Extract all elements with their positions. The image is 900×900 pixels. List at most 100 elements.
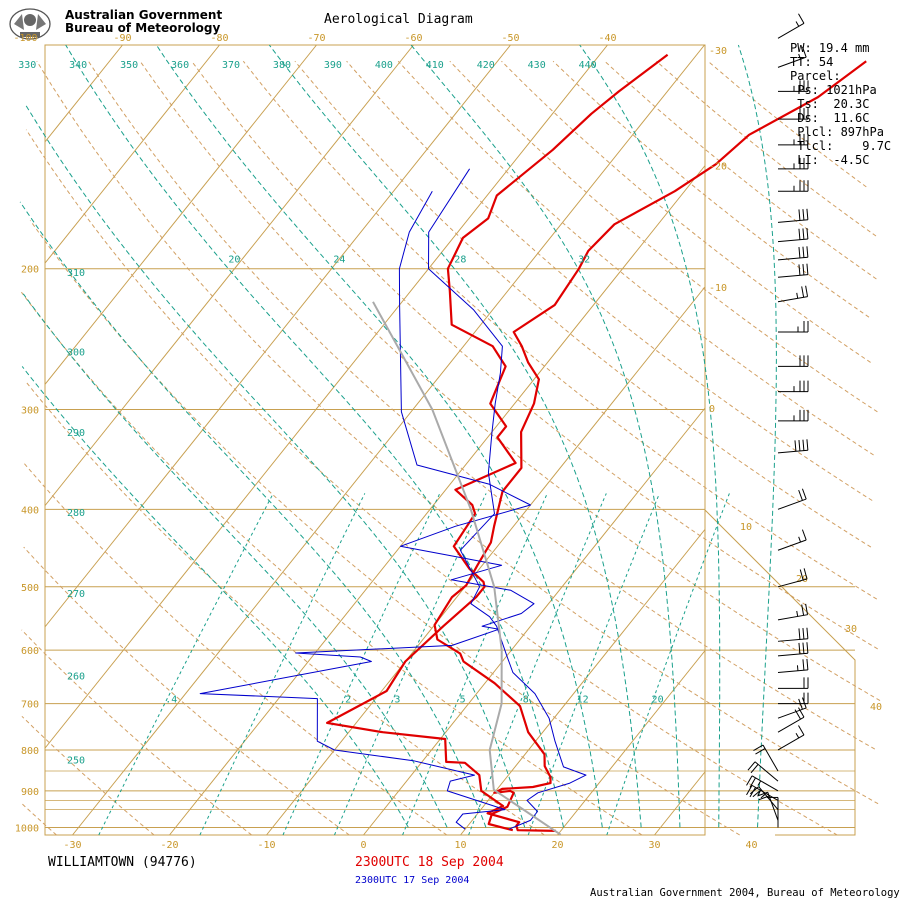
top-tick-label: -70 <box>307 33 325 44</box>
theta-label: 290 <box>67 428 85 439</box>
barb-staff <box>777 707 807 719</box>
top-tick-label: -90 <box>113 33 131 44</box>
wind-barb <box>777 13 805 39</box>
barb-feather <box>747 761 756 771</box>
info-parcel-heading: Parcel: <box>790 69 841 83</box>
wind-barb <box>777 488 807 510</box>
barb-feather <box>805 285 809 297</box>
theta-label: 390 <box>324 60 342 71</box>
barb-staff <box>777 274 808 278</box>
theta-label: 260 <box>67 672 85 683</box>
x-tick-label: -30 <box>63 840 81 851</box>
info-box: PW: 19.4 mm TT: 54 Parcel: Ps: 1021hPa T… <box>790 41 891 167</box>
info-tlcl: Tlcl: 9.7C <box>790 139 891 153</box>
barb-feather <box>802 642 805 654</box>
barb-half-feather <box>795 21 800 27</box>
dry-adiabat <box>242 60 878 600</box>
barb-feather <box>802 209 805 221</box>
moist-adiabat <box>19 201 487 828</box>
right-tick-label: 10 <box>740 522 752 533</box>
isotherm-line <box>44 44 608 749</box>
barb-staff <box>777 256 808 261</box>
profiles-layer <box>199 53 867 836</box>
right-tick-label: 20 <box>796 574 808 585</box>
barb-feather <box>806 208 809 220</box>
mixing-ratio-label: .4 <box>165 695 177 706</box>
right-tick-label: 30 <box>845 624 857 635</box>
dry-adiabat <box>501 60 871 363</box>
mixing-ratio-label: 8 <box>523 695 529 706</box>
barb-feather <box>801 604 805 616</box>
barb-feather <box>802 228 805 240</box>
dry-adiabat <box>21 715 155 836</box>
mixing-ratio-label: 20 <box>652 695 664 706</box>
barb-feather <box>798 642 801 654</box>
barb-feather <box>802 628 805 640</box>
wind-barb <box>777 246 809 261</box>
moist-adiabat <box>410 44 681 828</box>
org-name-line2: Bureau of Meteorology <box>65 21 221 35</box>
barb-staff <box>777 638 808 642</box>
moist-adiabat <box>268 44 642 828</box>
dry-adiabat <box>191 60 878 650</box>
moist-adiabat-label: 20 <box>228 255 240 266</box>
mixing-ratio-label: 12 <box>577 695 589 706</box>
barb-staff <box>751 784 779 801</box>
dry-adiabat <box>294 60 872 548</box>
wind-barb <box>778 157 809 170</box>
barb-feather <box>798 489 803 501</box>
barb-staff <box>777 296 808 303</box>
moist-adiabat-label: 32 <box>578 255 590 266</box>
dry-adiabat <box>552 60 870 318</box>
info-ps: Ps: 1021hPa <box>790 83 877 97</box>
barb-half-feather <box>796 610 799 617</box>
mixing-ratio-label: 3 <box>394 695 400 706</box>
barb-feather <box>794 440 797 452</box>
extension-frame <box>704 509 856 836</box>
barb-feather <box>802 246 805 258</box>
mixing-ratio-label: 5 <box>460 695 466 706</box>
wind-barb <box>777 697 807 719</box>
barb-feather <box>749 777 756 788</box>
profile-temperature <box>428 168 587 830</box>
barb-staff <box>777 449 808 454</box>
dry-adiabat <box>25 129 838 836</box>
wind-barbs-layer <box>746 13 809 828</box>
wind-barb <box>767 796 779 828</box>
wind-barb <box>778 355 809 367</box>
mixing-ratio-line <box>606 493 730 836</box>
x-tick-label: 0 <box>360 840 366 851</box>
y-tick-label: 500 <box>21 583 39 594</box>
moist-adiabat <box>21 366 409 828</box>
wind-barb <box>777 627 809 642</box>
theta-label: 430 <box>528 60 546 71</box>
isotherm-line <box>44 44 123 143</box>
profile-temperature <box>326 53 669 832</box>
info-plcl: Plcl: 897hPa <box>790 125 884 139</box>
barb-feather <box>798 439 801 452</box>
wind-barb <box>777 208 809 223</box>
station-name: WILLIAMTOWN (94776) <box>48 855 197 870</box>
barb-feather <box>806 642 809 654</box>
dry-adiabat <box>29 220 740 836</box>
barb-feather <box>806 228 809 240</box>
barb-feather <box>798 209 801 221</box>
barb-half-feather <box>796 292 799 299</box>
x-tick-label: -20 <box>160 840 178 851</box>
mixing-ratio-line <box>98 493 274 836</box>
wind-barb <box>777 725 805 751</box>
wind-barb <box>778 80 809 92</box>
wind-barb <box>777 658 809 674</box>
top-tick-label: -100 <box>13 33 37 44</box>
mixing-ratio-line <box>199 493 366 836</box>
barb-staff <box>777 734 805 751</box>
wind-barb <box>753 744 779 772</box>
barb-half-feather <box>798 53 802 60</box>
info-pw: PW: 19.4 mm <box>790 41 869 55</box>
dry-adiabat <box>23 546 350 836</box>
plot-frame <box>44 44 706 836</box>
isotherm-line <box>72 44 705 836</box>
profile-dewpoint <box>433 60 867 832</box>
info-li: LI: -4.5C <box>790 153 869 167</box>
